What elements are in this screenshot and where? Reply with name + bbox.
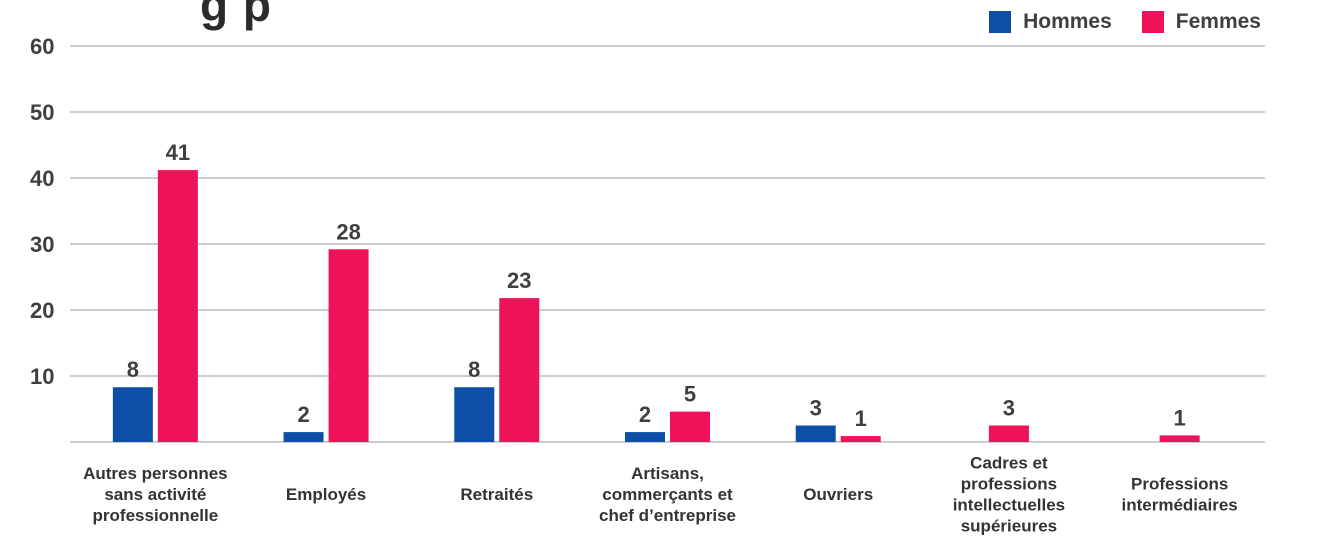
legend-item-hommes: Hommes: [989, 10, 1112, 34]
y-tick-label-50: 50: [30, 100, 54, 125]
x-category-label-line: Artisans,: [631, 464, 704, 483]
y-tick-label-20: 20: [30, 298, 54, 323]
y-tick-label-30: 30: [30, 232, 54, 257]
x-category-label-3: Artisans, commerçants et chef d’entreprise: [599, 464, 736, 525]
bar-femmes-2: [499, 298, 540, 442]
legend-label-hommes: Hommes: [1023, 10, 1112, 33]
y-tick-label-10: 10: [30, 364, 54, 389]
x-category-label-4: Ouvriers: [803, 485, 873, 504]
bar-hommes-2: [454, 387, 495, 442]
x-category-label-line: supérieures: [961, 517, 1057, 536]
data-label-femmes-1: 28: [336, 219, 360, 244]
legend-swatch-femmes: [1141, 11, 1164, 33]
x-category-label-line: Ouvriers: [803, 485, 873, 504]
x-category-label-2: Retraités: [460, 485, 533, 504]
x-category-label-line: intermédiaires: [1122, 496, 1238, 515]
data-label-femmes-0: 41: [166, 140, 190, 165]
x-category-label-line: Employés: [286, 485, 366, 504]
data-label-femmes-5: 3: [1003, 396, 1015, 421]
bar-femmes-0: [157, 170, 198, 442]
bar-hommes-0: [112, 387, 153, 442]
data-label-femmes-4: 1: [855, 406, 867, 431]
data-label-hommes-1: 2: [297, 402, 309, 427]
x-category-label-line: chef d’entreprise: [599, 506, 736, 525]
data-label-hommes-4: 3: [810, 396, 822, 421]
data-label-hommes-0: 8: [127, 357, 139, 382]
y-tick-label-40: 40: [30, 166, 54, 191]
data-label-femmes-6: 1: [1174, 405, 1186, 430]
legend-label-femmes: Femmes: [1175, 10, 1261, 33]
x-category-label-line: Professions: [1131, 475, 1228, 494]
bar-femmes-1: [328, 249, 369, 442]
bar-femmes-4: [840, 436, 881, 442]
data-label-femmes-3: 5: [684, 382, 696, 407]
x-category-label-line: professionnelle: [93, 506, 219, 525]
bar-femmes-6: [1159, 435, 1200, 442]
bar-hommes-1: [283, 432, 324, 442]
data-label-hommes-3: 2: [639, 402, 651, 427]
x-category-label-line: sans activité: [104, 485, 206, 504]
chart-title-fragment: g p: [200, 0, 272, 31]
x-category-label-line: Autres personnes: [83, 464, 228, 483]
data-label-femmes-2: 23: [507, 268, 531, 293]
y-tick-label-60: 60: [30, 34, 54, 59]
x-category-label-1: Employés: [286, 485, 366, 504]
bar-hommes-3: [625, 432, 665, 442]
x-category-label-line: intellectuelles: [953, 496, 1065, 515]
bar-hommes-4: [795, 425, 836, 442]
legend-swatch-hommes: [989, 11, 1012, 33]
bar-femmes-5: [988, 425, 1029, 442]
x-category-label-line: Cadres et: [970, 454, 1048, 473]
chart-legend: Hommes Femmes: [989, 10, 1261, 34]
x-category-label-5: Cadres et professions intellectuelles supér…: [953, 454, 1065, 536]
x-category-label-line: professions: [961, 475, 1057, 494]
bar-femmes-3: [670, 411, 710, 442]
data-label-hommes-2: 8: [468, 357, 480, 382]
x-category-label-0: Autres personnes sans activité professionn…: [83, 464, 228, 525]
x-category-label-line: Retraités: [460, 485, 533, 504]
x-category-label-6: Professions intermédiaires: [1122, 475, 1238, 515]
x-category-label-line: commerçants et: [602, 485, 733, 504]
legend-item-femmes: Femmes: [1141, 10, 1261, 34]
